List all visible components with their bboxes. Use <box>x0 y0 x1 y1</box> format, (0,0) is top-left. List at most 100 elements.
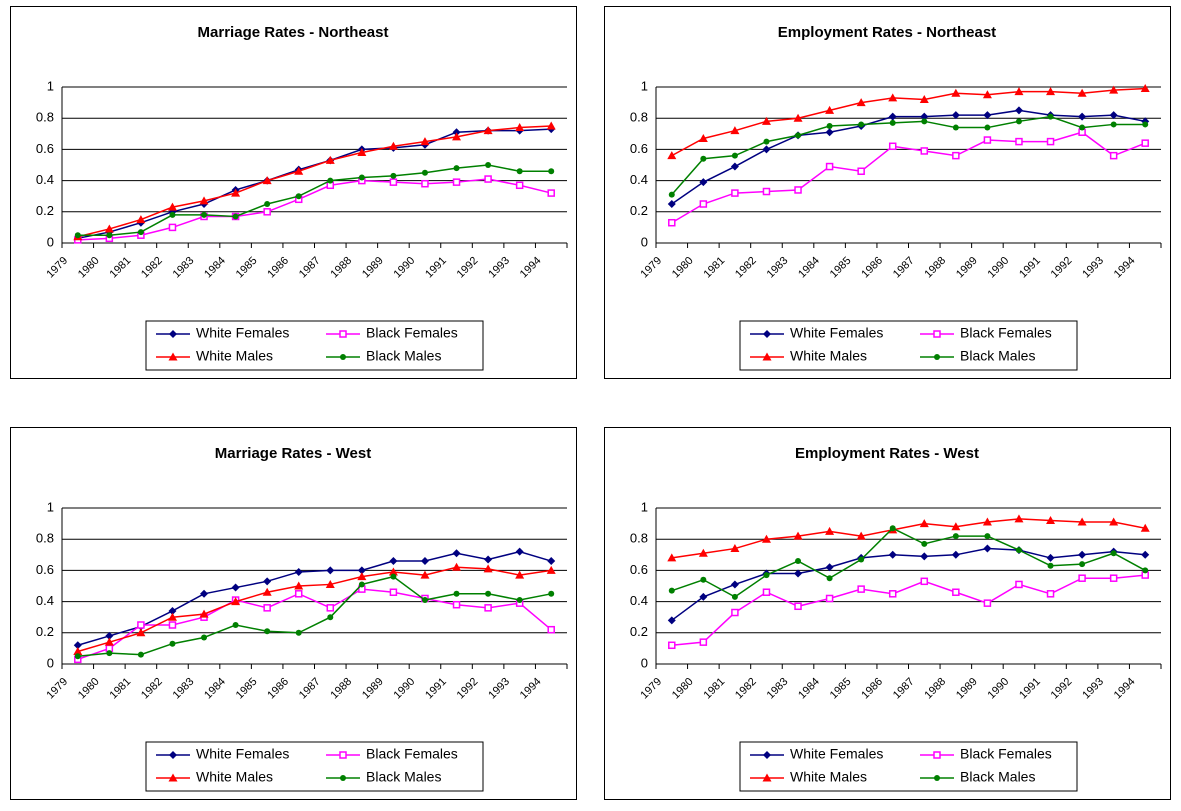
y-tick-label: 1 <box>47 78 54 93</box>
legend-label: Black Females <box>960 325 1052 341</box>
series-line <box>671 87 1146 157</box>
y-tick-label: 0 <box>641 234 648 249</box>
marker <box>167 202 177 211</box>
y-tick-label: 0.6 <box>36 562 54 577</box>
marker <box>888 142 897 151</box>
marker <box>295 629 302 636</box>
marker <box>920 147 929 155</box>
marker <box>731 152 738 159</box>
legend-label: White Females <box>196 746 289 762</box>
marker <box>264 628 271 635</box>
marker <box>698 133 708 142</box>
marker <box>731 189 739 197</box>
marker <box>667 200 676 208</box>
marker <box>452 562 462 571</box>
marker <box>262 176 272 185</box>
legend-marker <box>763 330 771 338</box>
marker <box>452 128 461 137</box>
marker <box>856 531 866 540</box>
marker <box>167 612 177 621</box>
marker <box>232 213 239 220</box>
marker <box>1015 118 1022 125</box>
marker <box>793 113 803 122</box>
marker <box>668 218 676 227</box>
marker <box>515 181 524 190</box>
marker <box>420 557 429 566</box>
marker <box>857 585 865 593</box>
legend-marker <box>934 354 940 360</box>
legend-label: Black Males <box>366 769 441 785</box>
marker <box>231 188 241 197</box>
marker <box>700 155 707 162</box>
marker <box>546 565 556 574</box>
legend-frame <box>145 741 484 792</box>
series-line <box>77 566 552 653</box>
series-line <box>671 109 1146 205</box>
marker <box>1079 561 1086 568</box>
legend-marker <box>169 330 177 338</box>
marker <box>983 544 992 553</box>
chart-title: Marriage Rates - West <box>215 445 371 462</box>
marker <box>106 232 113 239</box>
marker <box>952 533 959 540</box>
marker <box>1047 113 1054 120</box>
marker <box>668 191 675 198</box>
marker <box>73 641 82 650</box>
marker <box>421 169 428 176</box>
marker <box>982 517 992 526</box>
marker <box>325 579 335 588</box>
marker <box>667 616 676 625</box>
marker <box>420 570 430 579</box>
legend-marker <box>340 354 346 360</box>
marker <box>982 90 992 99</box>
marker <box>856 98 866 107</box>
series-line <box>671 115 1146 196</box>
marker <box>888 93 898 102</box>
marker <box>919 94 929 103</box>
legend-marker <box>762 352 772 361</box>
y-tick-label: 0.4 <box>36 593 54 608</box>
marker <box>325 155 335 164</box>
series-line <box>77 125 552 238</box>
marker <box>1046 515 1056 524</box>
marker <box>857 167 865 175</box>
marker <box>452 549 461 558</box>
marker <box>168 621 177 629</box>
marker <box>420 137 430 146</box>
y-tick-label: 0.6 <box>36 141 54 156</box>
y-tick-label: 0.8 <box>36 110 54 125</box>
marker <box>515 547 524 556</box>
marker <box>390 573 397 580</box>
marker <box>547 557 556 566</box>
marker <box>825 105 835 114</box>
legend-label: Black Males <box>960 769 1035 785</box>
marker <box>983 136 992 144</box>
legend-marker <box>340 775 346 781</box>
chart: Employment Rates - Northeast 0 0.2 0.4 0.6 0.… <box>604 6 1171 379</box>
marker <box>231 583 240 592</box>
marker <box>485 162 492 168</box>
marker <box>699 592 708 601</box>
marker <box>137 229 144 236</box>
y-tick-label: 0.8 <box>630 531 648 546</box>
marker <box>761 116 771 125</box>
marker <box>1110 121 1117 128</box>
marker <box>668 641 676 650</box>
y-tick-label: 1 <box>47 499 54 514</box>
marker <box>762 187 771 196</box>
marker <box>731 608 739 617</box>
legend-marker <box>339 330 347 338</box>
marker <box>1141 550 1150 559</box>
marker <box>698 548 708 557</box>
marker <box>421 179 429 188</box>
marker <box>1109 517 1119 526</box>
marker <box>952 588 960 596</box>
marker <box>137 621 145 629</box>
marker <box>326 604 335 612</box>
marker <box>294 567 303 576</box>
marker <box>826 123 833 129</box>
marker <box>1014 106 1023 115</box>
y-tick-label: 0.8 <box>630 110 648 125</box>
legend-marker <box>934 775 940 781</box>
marker <box>795 132 802 139</box>
